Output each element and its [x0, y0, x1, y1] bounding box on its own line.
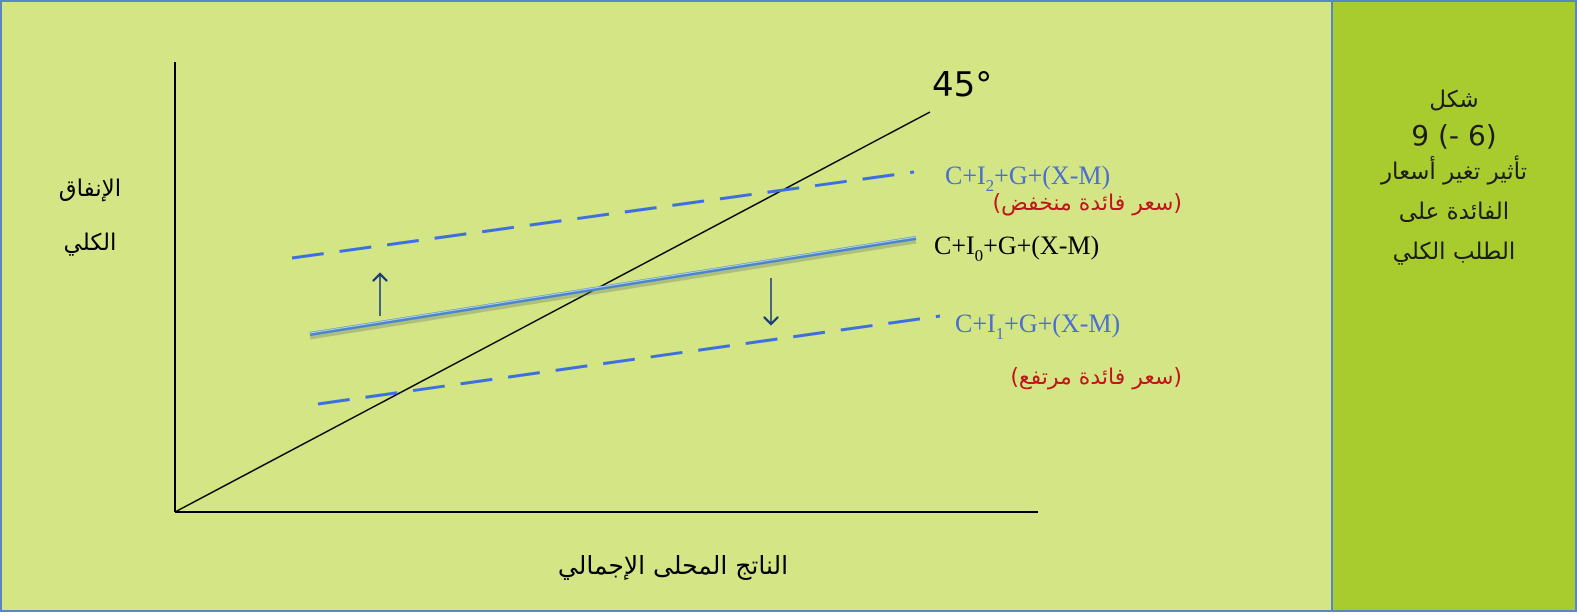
figure-caption-panel: شكل 9 (- 6) تأثير تغير أسعار الفائدة على…	[1333, 2, 1575, 610]
caption-line-2: 9 (- 6)	[1411, 119, 1497, 152]
45-degree-line	[174, 111, 931, 513]
curve-i1-formula: C+I1+G+(X-M)	[955, 309, 1120, 343]
curve-i0-line	[309, 236, 917, 336]
caption-line-5: الطلب الكلي	[1392, 239, 1516, 265]
caption-line-4: الفائدة على	[1398, 199, 1510, 225]
caption-line-1: شكل	[1429, 87, 1479, 113]
curve-i0-formula: C+I0+G+(X-M)	[934, 231, 1099, 265]
angle-label: 45°	[932, 65, 992, 105]
curve-i2-line	[291, 170, 915, 260]
curve-i2-note: (سعر فائدة منخفض)	[993, 191, 1182, 216]
caption-line-3: تأثير تغير أسعار	[1380, 159, 1528, 185]
curve-i1-line	[317, 314, 941, 406]
y-axis-label-line-1: الإنفاق	[59, 176, 121, 202]
diagram-panel: 45° C+I2+G+(X-M) (سعر فائدة منخفض) C+I0+…	[2, 2, 1333, 610]
curve-i1-note: (سعر فائدة مرتفع)	[1010, 365, 1182, 390]
aggregate-expenditure-diagram: 45° C+I2+G+(X-M) (سعر فائدة منخفض) C+I0+…	[59, 62, 1182, 581]
x-axis-label: الناتج المحلى الإجمالي	[558, 551, 788, 581]
figure-caption: شكل 9 (- 6) تأثير تغير أسعار الفائدة على…	[1333, 80, 1575, 272]
curve-i0-highlight	[309, 236, 917, 334]
curve-i2-formula: C+I2+G+(X-M)	[945, 161, 1110, 195]
curve-i0-shadow	[309, 238, 917, 340]
y-axis-label-line-2: الكلي	[64, 230, 117, 256]
